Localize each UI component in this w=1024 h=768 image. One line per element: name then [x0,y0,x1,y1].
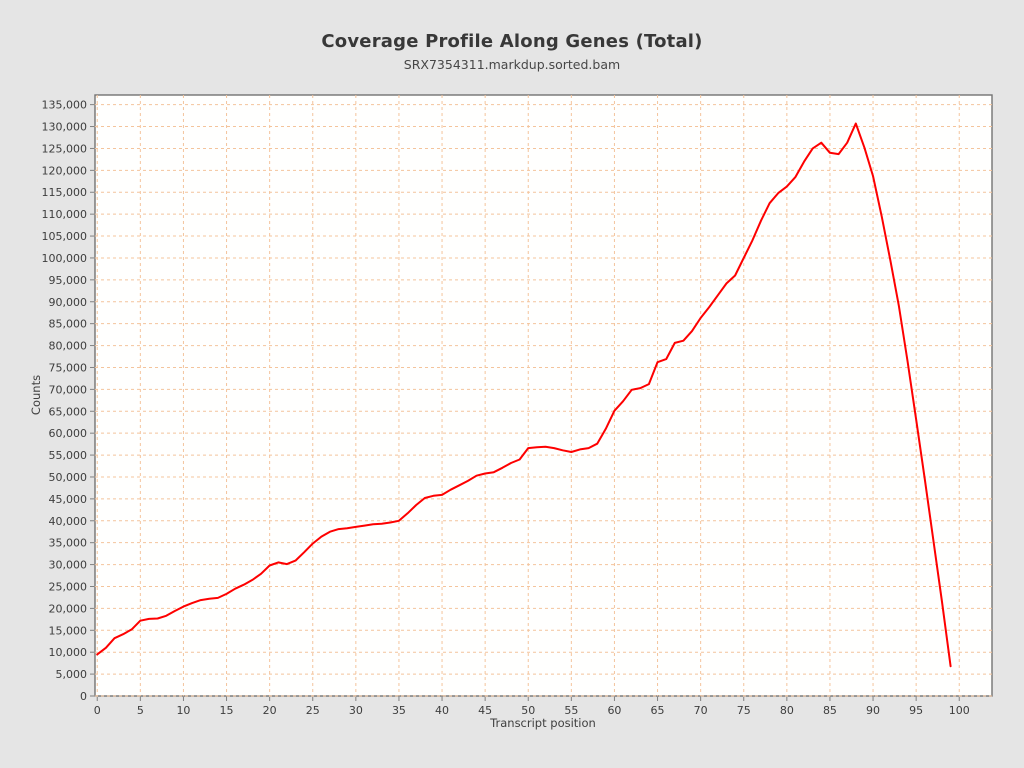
x-tick-label: 45 [478,704,492,717]
y-tick-label: 25,000 [49,580,88,593]
x-tick-label: 100 [949,704,970,717]
chart-title: Coverage Profile Along Genes (Total) [321,31,703,52]
y-tick-label: 95,000 [49,274,88,287]
y-axis-title: Counts [29,375,43,415]
y-tick-label: 85,000 [49,318,88,331]
y-tick-label: 30,000 [49,559,88,572]
x-tick-label: 10 [176,704,190,717]
x-tick-label: 80 [780,704,794,717]
x-tick-label: 5 [137,704,144,717]
x-tick-label: 0 [94,704,101,717]
x-tick-label: 55 [564,704,578,717]
y-tick-label: 100,000 [42,252,88,265]
x-axis-title: Transcript position [489,716,596,730]
y-tick-label: 125,000 [42,142,88,155]
y-tick-label: 35,000 [49,537,88,550]
y-tick-label: 65,000 [49,405,88,418]
x-tick-label: 25 [306,704,320,717]
y-tick-label: 10,000 [49,646,88,659]
x-tick-label: 75 [737,704,751,717]
plot-background [94,94,993,697]
y-tick-label: 135,000 [42,99,88,112]
chart-subtitle: SRX7354311.markdup.sorted.bam [403,57,621,72]
y-tick-label: 45,000 [49,493,88,506]
coverage-series-line [96,122,952,668]
x-tick-label: 85 [823,704,837,717]
x-tick-label: 70 [694,704,708,717]
y-tick-label: 110,000 [42,208,88,221]
x-tick-label: 90 [866,704,880,717]
y-tick-label: 105,000 [42,230,88,243]
x-tick-label: 40 [435,704,449,717]
x-tick-label: 15 [220,704,234,717]
y-tick-label: 120,000 [42,164,88,177]
y-tick-label: 50,000 [49,471,88,484]
y-tick-label: 130,000 [42,121,88,134]
x-tick-label: 95 [909,704,923,717]
x-tick-label: 50 [521,704,535,717]
y-tick-label: 0 [80,690,87,703]
y-tick-label: 90,000 [49,296,88,309]
y-tick-label: 60,000 [49,427,88,440]
y-tick-label: 70,000 [49,383,88,396]
plot-area: 0 5 10 15 20 25 30 35 40 45 50 55 60 65 70 75 80 85 90 95 10… [42,94,993,717]
y-tick-label: 55,000 [49,449,88,462]
y-tick-label: 115,000 [42,186,88,199]
y-tick-label: 75,000 [49,361,88,374]
y-tick-label: 15,000 [49,624,88,637]
y-tick-label: 20,000 [49,602,88,615]
x-tick-label: 60 [607,704,621,717]
x-tick-label: 20 [263,704,277,717]
x-tick-label: 65 [651,704,665,717]
y-tick-label: 40,000 [49,515,88,528]
y-tick-label: 80,000 [49,340,88,353]
x-tick-label: 30 [349,704,363,717]
x-tick-label: 35 [392,704,406,717]
y-tick-label: 5,000 [56,668,88,681]
